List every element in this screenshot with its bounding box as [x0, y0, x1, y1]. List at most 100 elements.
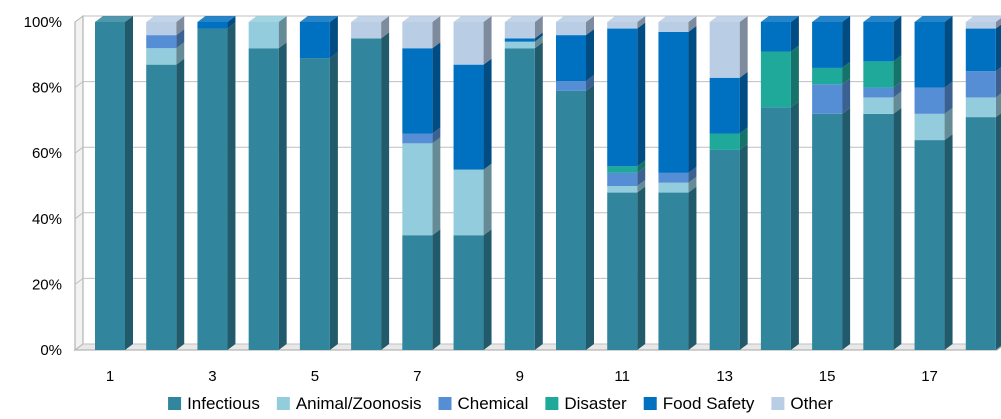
bar-side-face: [227, 22, 236, 351]
gridline-depth: [74, 343, 84, 351]
bar-top-face: [504, 16, 543, 22]
bar-front-face: [146, 35, 177, 49]
bar-side-face: [893, 16, 902, 62]
legend-item-animal-zoonosis: Animal/Zoonosis: [276, 394, 422, 413]
bar-front-face: [607, 192, 638, 350]
bar-segment-14-food-safety: [760, 16, 799, 52]
bar-side-face: [739, 71, 748, 134]
gridline-depth: [74, 277, 84, 285]
bar-top-face: [351, 16, 390, 22]
bar-front-face: [556, 81, 586, 91]
bar-side-face: [534, 16, 543, 39]
bar-side-face: [586, 29, 594, 82]
bar-front-face: [402, 143, 433, 236]
legend-swatch: [545, 397, 559, 410]
bar-side-face: [893, 55, 902, 88]
bar-side-face: [688, 25, 697, 173]
bar-segment-14-disaster: [760, 45, 799, 108]
bar-side-face: [586, 84, 594, 350]
bar-segment-8-animal-zoonosis: [453, 163, 492, 236]
legend-label: Infectious: [187, 394, 260, 413]
bar-side-face: [995, 67, 1001, 98]
bar-side-face: [432, 127, 441, 144]
bar-segment-15-chemical: [812, 78, 851, 114]
legend-label: Disaster: [564, 394, 627, 413]
bar-side-face: [842, 107, 851, 350]
bar-side-face: [688, 16, 697, 32]
bar-segment-4-animal-zoonosis: [248, 16, 287, 49]
bar-front-face: [351, 22, 382, 39]
bar-front-face: [965, 22, 996, 29]
bar-segment-18-chemical: [965, 67, 1001, 98]
bar-front-face: [197, 22, 228, 29]
bar-side-face: [586, 16, 594, 36]
bar-front-face: [658, 22, 689, 32]
bar-front-face: [863, 61, 894, 88]
bar-side-face: [534, 32, 543, 42]
bar-segment-18-infectious: [965, 113, 1001, 351]
bar-side-face: [329, 52, 338, 350]
bar-segment-11-chemical: [607, 166, 646, 186]
bar-top-face: [812, 16, 851, 22]
bar-segment-12-other: [658, 16, 697, 32]
bar-front-face: [556, 22, 586, 36]
legend: Infectious Animal/Zoonosis Chemical Disaste…: [168, 394, 833, 413]
bar-front-face: [658, 172, 689, 183]
bar-segment-16-chemical: [863, 81, 902, 98]
bar-front-face: [402, 133, 433, 144]
bar-segment-7-food-safety: [402, 42, 441, 134]
bar-segment-9-infectious: [504, 42, 543, 351]
legend-item-infectious: Infectious: [168, 394, 260, 413]
bar-segment-16-food-safety: [863, 16, 902, 62]
gridline-depth: [74, 81, 84, 88]
bar-side-face: [995, 93, 1001, 118]
gridline-depth: [74, 15, 84, 23]
bar-front-face: [760, 107, 791, 350]
bar-front-face: [812, 84, 843, 114]
bar-top-face: [658, 16, 697, 22]
bar-top-face: [709, 16, 748, 22]
bar-front-face: [146, 22, 177, 36]
bar-front-face: [504, 41, 535, 49]
bar-front-face: [965, 28, 996, 72]
bar-front-face: [965, 71, 996, 98]
y-tick-label: 20%: [32, 276, 62, 293]
bar-front-face: [607, 166, 638, 173]
bar-top-face: [95, 16, 133, 22]
legend-swatch: [643, 397, 657, 410]
bar-segment-6-other: [351, 16, 390, 39]
bar-segment-10-other: [556, 16, 594, 36]
bar-front-face: [812, 22, 843, 68]
bar-segment-12-chemical: [658, 166, 697, 183]
bar-side-face: [227, 16, 236, 29]
legend-swatch: [771, 397, 785, 410]
bar-side-face: [176, 42, 185, 65]
legend-item-chemical: Chemical: [438, 394, 528, 413]
bar-side-face: [688, 166, 697, 183]
bar-top-face: [197, 16, 236, 22]
bar-side-face: [176, 29, 185, 49]
bar-segment-7-infectious: [402, 229, 441, 350]
bar-segment-2-chemical: [146, 29, 185, 49]
x-tick-label: 17: [921, 368, 938, 385]
bar-segment-5-infectious: [299, 52, 338, 351]
y-tick-label: 60%: [32, 145, 62, 162]
bar-segment-18-food-safety: [965, 24, 1001, 72]
bar-side-face: [995, 24, 1001, 72]
bar-side-face: [176, 58, 185, 350]
bar-segment-17-food-safety: [914, 16, 953, 88]
bar-segment-16-infectious: [863, 107, 902, 350]
bar-side-face: [432, 229, 441, 350]
bar-segment-8-food-safety: [453, 58, 492, 170]
bar-front-face: [709, 133, 740, 150]
bar-front-face: [402, 22, 433, 49]
bar-side-face: [739, 127, 748, 150]
bar-front-face: [658, 192, 689, 350]
bar-front-face: [812, 113, 843, 350]
bar-segment-1-infectious: [95, 16, 133, 350]
bar-side-face: [790, 45, 799, 108]
bar-segment-13-food-safety: [709, 71, 748, 134]
y-tick-label: 100%: [24, 14, 62, 31]
x-tick-label: 9: [516, 368, 524, 385]
